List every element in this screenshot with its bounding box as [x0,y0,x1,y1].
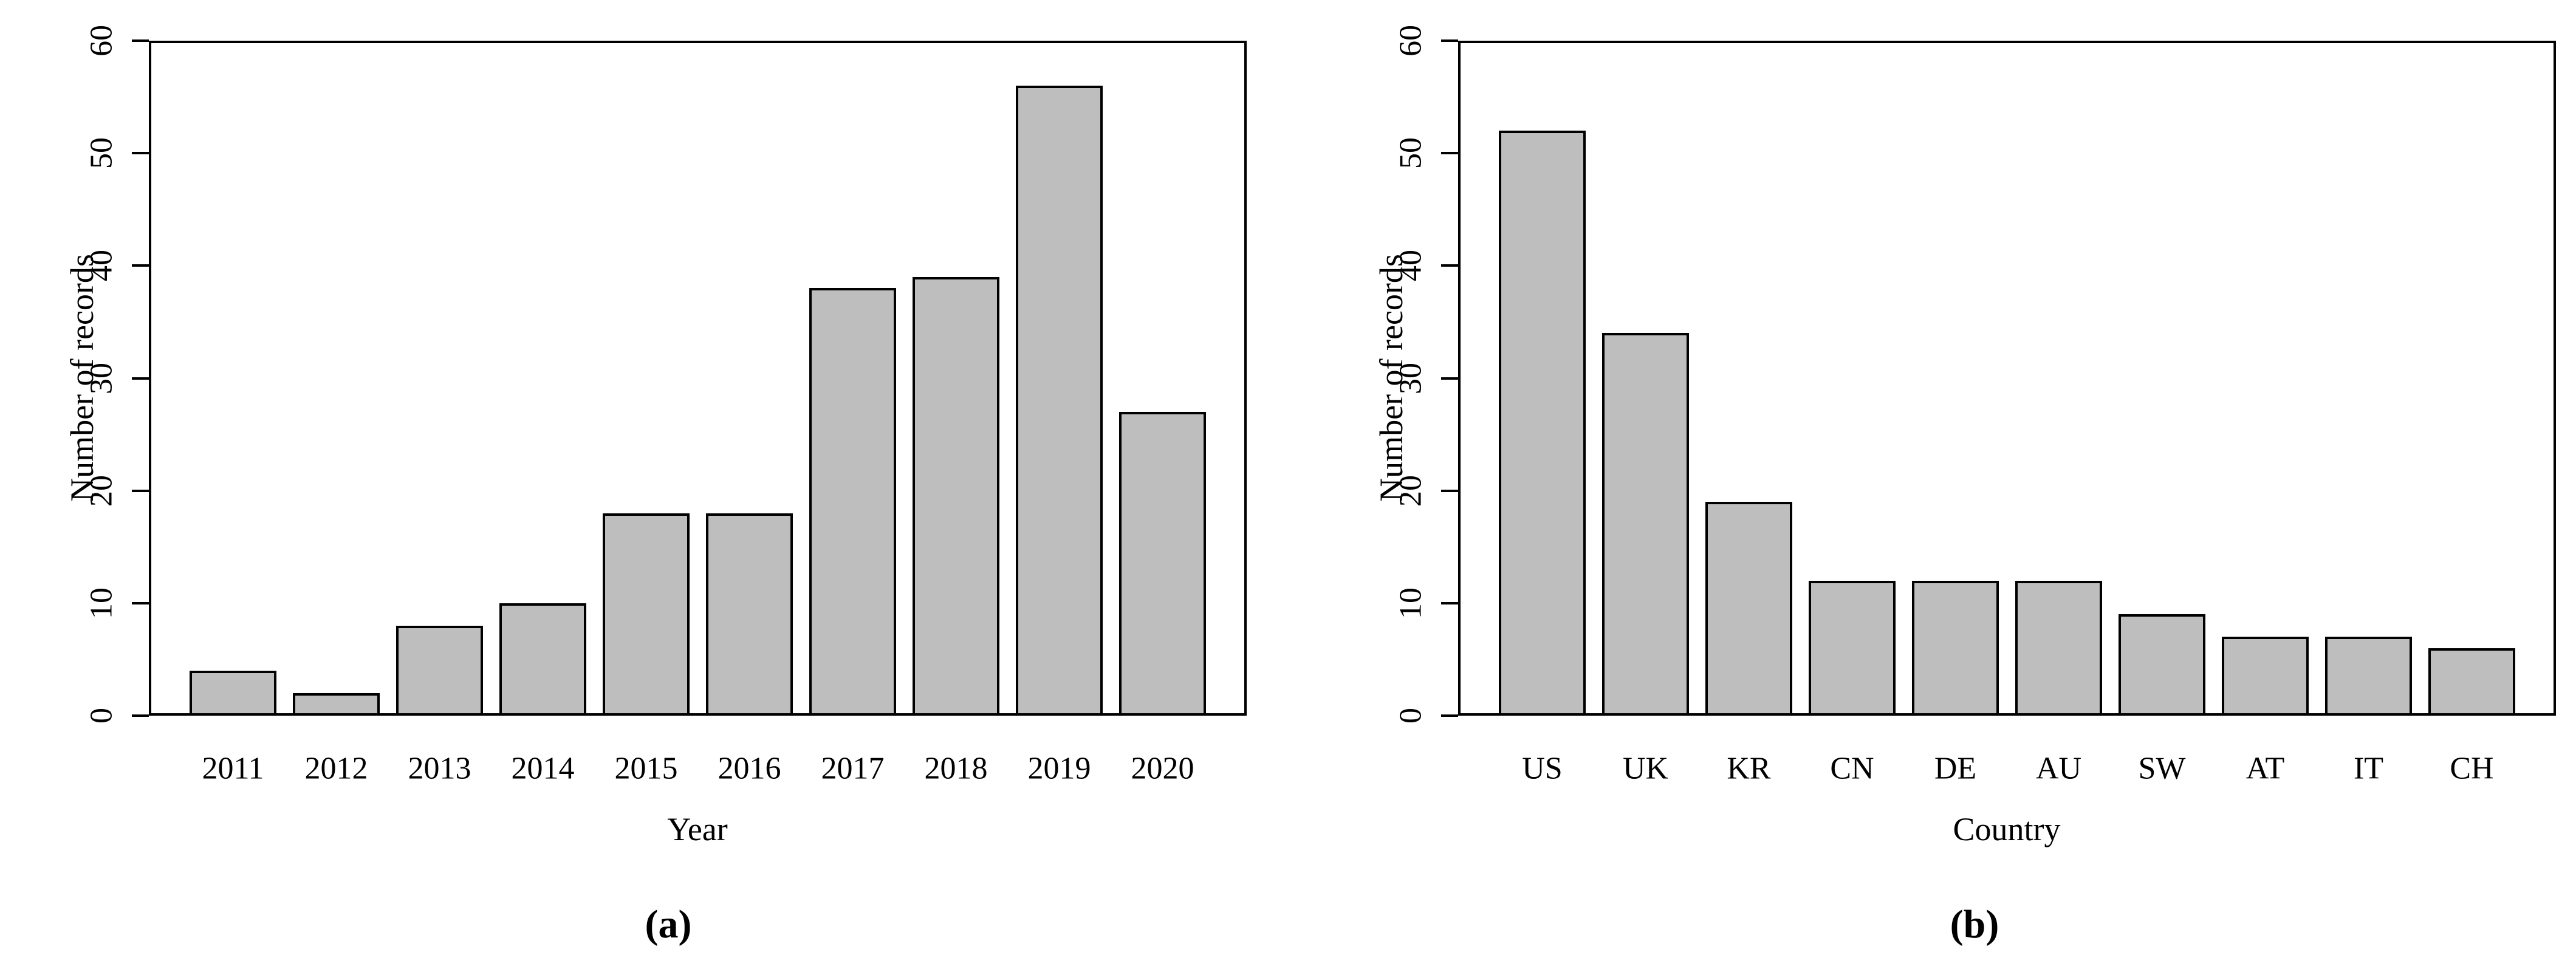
x-axis-tick-label-b: UK [1622,751,1669,786]
y-axis-tick-label-b: 10 [1393,587,1428,619]
y-axis-tick-a [132,601,149,604]
x-axis-tick-label-b: DE [1934,751,1977,786]
y-axis-tick-b [1441,264,1458,267]
bar-b-KR [1705,502,1792,716]
y-axis-tick-a [132,489,149,492]
bar-a-2017 [809,288,896,716]
bar-a-2020 [1119,412,1206,716]
plot-frame-a [149,41,1247,716]
bar-b-CH [2428,648,2515,716]
y-axis-tick-label-b: 60 [1393,25,1428,56]
y-axis-tick-a [132,377,149,380]
x-axis-tick-label-a: 2015 [614,751,678,786]
x-axis-tick-label-b: AT [2245,751,2285,786]
x-axis-tick-label-a: 2013 [408,751,471,786]
bar-b-UK [1602,333,1689,716]
x-axis-title-b: Country [1953,811,2061,847]
bar-a-2014 [499,603,586,716]
bar-a-2016 [706,513,793,716]
y-axis-tick-a [132,264,149,267]
y-axis-tick-b [1441,377,1458,380]
x-axis-tick-label-a: 2011 [202,751,264,786]
y-axis-tick-label-b: 30 [1393,362,1428,394]
x-axis-title-a: Year [667,811,728,847]
y-axis-tick-label-a: 60 [84,25,119,56]
x-axis-tick-label-b: SW [2138,751,2186,786]
x-axis-tick-label-a: 2018 [924,751,988,786]
bar-b-US [1499,131,1586,716]
y-axis-tick-label-b: 20 [1393,474,1428,507]
y-axis-tick-label-b: 40 [1393,250,1428,282]
bar-b-DE [1912,581,1999,716]
y-axis-tick-label-a: 0 [84,708,119,724]
plot-frame-b [1458,41,2556,716]
x-axis-tick-label-a: 2016 [718,751,781,786]
y-axis-tick-label-a: 30 [84,362,119,394]
bar-b-IT [2325,637,2412,716]
x-axis-tick-label-b: CH [2450,751,2494,786]
y-axis-tick-label-a: 40 [84,250,119,282]
bar-a-2013 [396,626,483,716]
bar-a-2018 [913,277,999,716]
bar-a-2012 [293,693,380,716]
x-axis-tick-label-b: CN [1830,751,1874,786]
x-axis-tick-label-b: KR [1727,751,1771,786]
y-axis-tick-label-b: 0 [1393,708,1428,724]
x-axis-tick-label-a: 2019 [1027,751,1091,786]
bar-b-AU [2015,581,2102,716]
y-axis-tick-label-a: 10 [84,587,119,619]
y-axis-tick-b [1441,714,1458,717]
y-axis-tick-label-a: 50 [84,137,119,169]
bar-a-2015 [603,513,690,716]
x-axis-tick-label-a: 2017 [821,751,885,786]
bar-b-SW [2119,614,2205,716]
x-axis-tick-label-b: US [1522,751,1563,786]
x-axis-tick-label-b: IT [2353,751,2384,786]
bar-b-AT [2222,637,2309,716]
y-axis-tick-label-b: 50 [1393,137,1428,169]
y-axis-tick-b [1441,601,1458,604]
x-axis-tick-label-b: AU [2035,751,2082,786]
y-axis-tick-a [132,39,149,42]
y-axis-tick-a [132,714,149,717]
x-axis-tick-label-a: 2012 [304,751,368,786]
bar-b-CN [1809,581,1896,716]
y-axis-tick-b [1441,489,1458,492]
x-axis-tick-label-a: 2014 [511,751,575,786]
bar-a-2011 [190,671,276,716]
panel-b-caption: (b) [1950,902,1999,947]
y-axis-tick-b [1441,39,1458,42]
bar-a-2019 [1016,86,1103,716]
y-axis-tick-b [1441,152,1458,155]
y-axis-tick-label-a: 20 [84,474,119,507]
y-axis-tick-a [132,152,149,155]
panel-a-caption: (a) [645,902,692,947]
x-axis-tick-label-a: 2020 [1131,751,1194,786]
